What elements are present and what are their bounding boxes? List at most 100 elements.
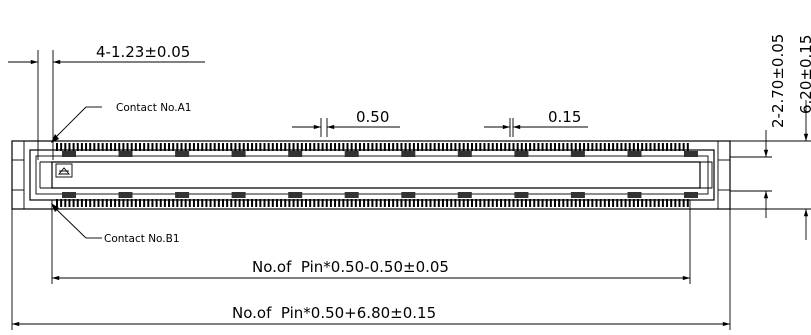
pin bbox=[151, 199, 154, 207]
pin bbox=[686, 143, 689, 151]
pin bbox=[192, 143, 195, 151]
pin bbox=[487, 143, 490, 151]
pin bbox=[471, 199, 473, 207]
pin bbox=[400, 143, 403, 151]
pin bbox=[558, 143, 561, 151]
pin bbox=[616, 143, 619, 151]
pin bbox=[628, 199, 631, 207]
pin bbox=[367, 143, 370, 151]
pin bbox=[524, 143, 527, 151]
pin bbox=[487, 199, 490, 207]
retention-stud bbox=[570, 151, 585, 157]
retention-stud bbox=[62, 151, 76, 157]
pin bbox=[76, 143, 79, 151]
pin bbox=[591, 143, 594, 151]
pin bbox=[603, 199, 606, 207]
pin bbox=[500, 143, 503, 151]
pin bbox=[388, 199, 390, 207]
pin bbox=[321, 143, 324, 151]
pin bbox=[226, 199, 229, 207]
pin bbox=[396, 199, 399, 207]
pin bbox=[454, 199, 457, 207]
pin bbox=[516, 143, 519, 151]
pin bbox=[192, 199, 195, 207]
pin bbox=[616, 199, 619, 207]
pin bbox=[541, 143, 544, 151]
pin bbox=[271, 143, 274, 151]
pin bbox=[541, 199, 544, 207]
pin bbox=[89, 143, 92, 151]
pin bbox=[325, 199, 328, 207]
pin bbox=[246, 199, 249, 207]
pin bbox=[512, 199, 515, 207]
pin bbox=[288, 143, 291, 151]
pin bbox=[97, 199, 100, 207]
pin bbox=[280, 143, 283, 151]
pin bbox=[421, 199, 424, 207]
pin bbox=[375, 199, 378, 207]
pin bbox=[126, 143, 129, 151]
retention-stud bbox=[231, 151, 246, 157]
peg-height-dimension: 2-2.70±0.05 bbox=[730, 34, 787, 218]
pin bbox=[130, 199, 133, 207]
pin bbox=[666, 199, 669, 207]
pin bbox=[329, 199, 332, 207]
pin bbox=[68, 143, 71, 151]
pin bbox=[280, 199, 283, 207]
inner-length-label: No.of Pin*0.50-0.50±0.05 bbox=[252, 258, 449, 276]
pin bbox=[122, 199, 125, 207]
pin bbox=[670, 143, 673, 151]
pin bbox=[495, 199, 498, 207]
pin bbox=[425, 143, 428, 151]
pin bbox=[80, 143, 83, 151]
pin bbox=[118, 143, 121, 151]
pin bbox=[155, 199, 158, 207]
pin bbox=[612, 199, 615, 207]
pin bbox=[483, 143, 486, 151]
pin bbox=[201, 143, 204, 151]
pin bbox=[620, 143, 623, 151]
pin bbox=[234, 199, 237, 207]
pin bbox=[458, 199, 461, 207]
retention-stud bbox=[344, 192, 359, 198]
pin bbox=[288, 199, 291, 207]
pin bbox=[641, 199, 644, 207]
pin bbox=[60, 143, 63, 151]
pin bbox=[97, 143, 100, 151]
pin bbox=[591, 199, 594, 207]
pin bbox=[246, 143, 249, 151]
pin bbox=[562, 143, 565, 151]
retention-stud bbox=[627, 151, 642, 157]
pin bbox=[350, 143, 353, 151]
pin bbox=[682, 143, 685, 151]
pin bbox=[661, 143, 664, 151]
pin bbox=[637, 199, 639, 207]
pin bbox=[637, 143, 639, 151]
pin bbox=[479, 143, 482, 151]
pin bbox=[338, 143, 341, 151]
pin bbox=[441, 143, 444, 151]
pin bbox=[217, 199, 220, 207]
pin bbox=[122, 143, 125, 151]
pin bbox=[396, 143, 399, 151]
pin bbox=[425, 199, 428, 207]
pin bbox=[296, 143, 299, 151]
pin bbox=[491, 199, 494, 207]
pin bbox=[68, 199, 71, 207]
pin-width-label: 0.15 bbox=[548, 108, 581, 126]
pin bbox=[64, 199, 67, 207]
pin bbox=[666, 143, 669, 151]
pin bbox=[624, 143, 627, 151]
pin bbox=[603, 143, 606, 151]
pin bbox=[595, 143, 598, 151]
pin bbox=[275, 143, 278, 151]
pin bbox=[238, 199, 241, 207]
retention-stud bbox=[627, 192, 642, 198]
pin bbox=[300, 143, 303, 151]
pin bbox=[275, 199, 278, 207]
pin bbox=[649, 143, 652, 151]
pin bbox=[404, 143, 407, 151]
pin bbox=[89, 199, 92, 207]
pin bbox=[309, 143, 312, 151]
pin bbox=[313, 143, 316, 151]
